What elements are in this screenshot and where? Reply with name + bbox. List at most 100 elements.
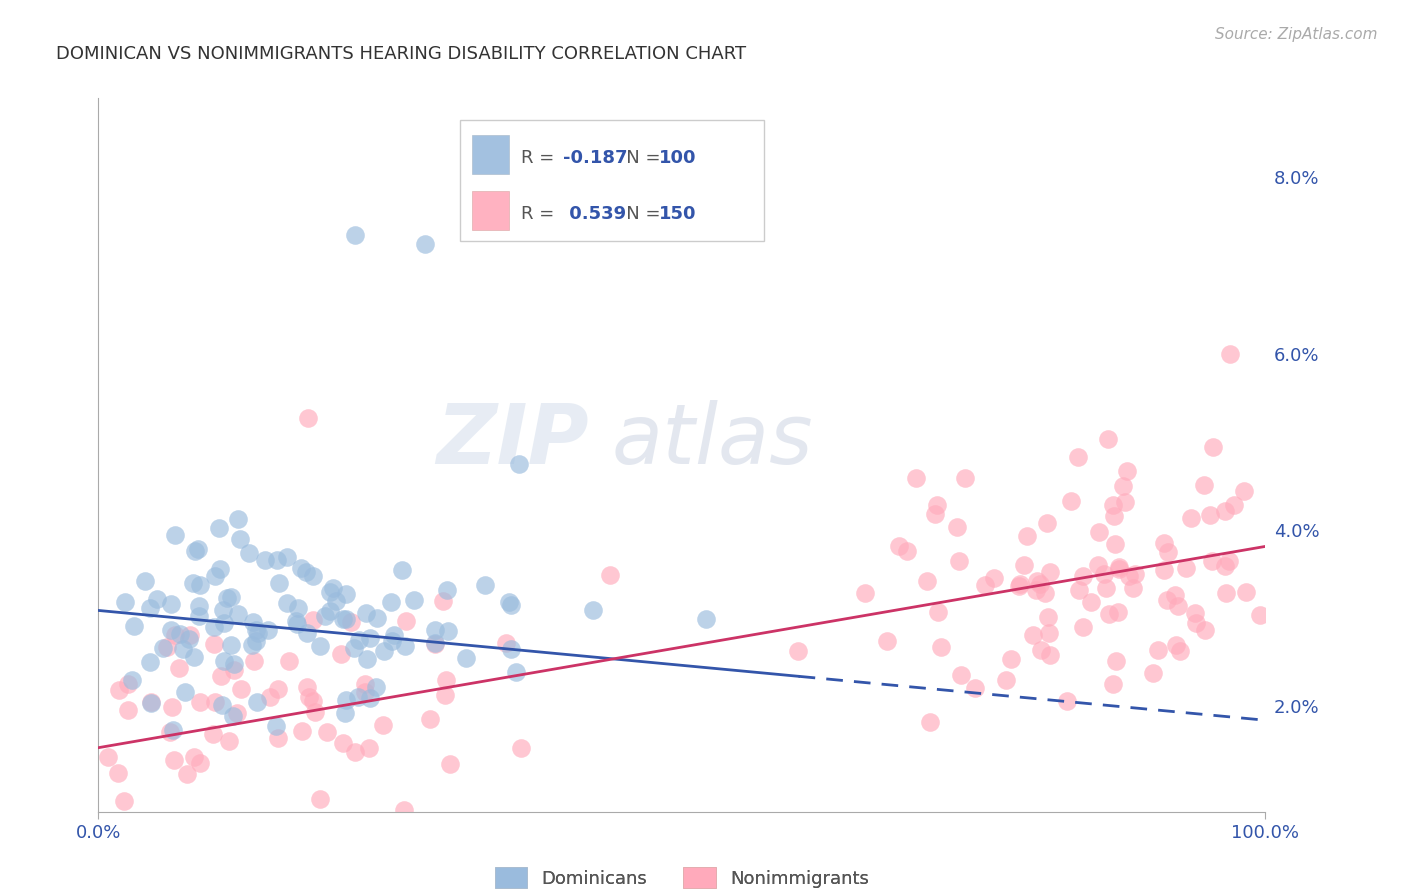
Point: [1218, 575, 1240, 590]
Point: [558, 725, 581, 739]
Point: [354, 553, 377, 567]
Point: [425, 600, 447, 615]
Text: N =: N =: [609, 149, 666, 168]
Point: [439, 623, 461, 637]
Point: [1204, 545, 1226, 559]
Point: [1108, 596, 1130, 610]
Point: [312, 681, 335, 695]
Point: [627, 592, 650, 607]
Point: [449, 554, 471, 568]
Point: [1098, 549, 1121, 564]
Point: [343, 641, 366, 656]
Point: [1112, 492, 1135, 507]
Point: [405, 232, 427, 246]
Text: 150: 150: [658, 205, 696, 223]
Point: [470, 241, 492, 255]
Point: [1045, 631, 1067, 645]
Point: [333, 566, 356, 581]
Point: [1189, 595, 1212, 609]
Point: [240, 615, 263, 630]
Point: [643, 558, 665, 573]
Point: [294, 691, 316, 706]
Point: [1122, 474, 1144, 488]
Point: [1189, 606, 1212, 620]
Point: [361, 677, 384, 691]
Point: [384, 571, 406, 585]
Point: [912, 531, 935, 545]
Point: [375, 599, 398, 613]
Point: [1170, 578, 1192, 592]
Point: [478, 624, 501, 639]
Point: [1038, 616, 1060, 631]
Point: [418, 725, 440, 739]
Point: [1116, 594, 1139, 608]
Point: [408, 622, 430, 636]
Point: [969, 546, 991, 560]
Point: [966, 513, 988, 527]
Point: [378, 710, 401, 724]
Point: [290, 695, 312, 709]
Point: [188, 585, 211, 599]
Point: [1160, 554, 1182, 568]
Point: [1125, 458, 1147, 473]
Point: [489, 574, 512, 588]
Point: [295, 506, 318, 520]
Point: [489, 660, 512, 674]
Point: [311, 641, 333, 656]
Point: [297, 524, 319, 538]
Point: [1132, 558, 1154, 573]
Point: [1154, 631, 1177, 645]
Point: [1053, 636, 1076, 650]
Point: [1099, 517, 1122, 532]
Point: [295, 597, 318, 611]
Point: [288, 580, 311, 594]
Point: [1173, 589, 1195, 603]
Point: [291, 645, 314, 659]
Point: [291, 650, 314, 665]
Point: [450, 627, 472, 641]
Point: [1202, 501, 1225, 516]
Text: 0.539: 0.539: [562, 205, 626, 223]
Point: [1040, 573, 1063, 587]
Point: [1130, 571, 1153, 585]
Point: [208, 565, 231, 579]
Point: [371, 627, 394, 641]
Point: [488, 674, 510, 689]
Point: [360, 409, 382, 423]
Point: [191, 664, 214, 678]
Point: [195, 660, 218, 674]
Point: [340, 585, 363, 599]
Text: N =: N =: [609, 205, 666, 223]
Point: [366, 680, 388, 694]
Point: [232, 612, 254, 626]
Point: [460, 583, 482, 598]
Point: [952, 629, 974, 643]
Point: [526, 568, 548, 582]
Point: [478, 612, 501, 626]
Point: [1216, 498, 1239, 512]
Point: [198, 608, 221, 623]
Point: [229, 628, 252, 642]
Point: [946, 500, 969, 515]
Point: [305, 538, 328, 552]
Point: [232, 710, 254, 724]
Point: [249, 805, 271, 819]
Point: [188, 776, 211, 790]
Point: [1164, 537, 1187, 551]
Point: [235, 707, 257, 722]
Point: [1084, 609, 1107, 624]
Point: [314, 615, 336, 629]
Point: [550, 588, 572, 602]
Point: [430, 703, 453, 717]
Point: [214, 682, 236, 697]
Point: [413, 665, 436, 679]
Text: R =: R =: [520, 149, 560, 168]
Point: [212, 642, 235, 657]
Point: [1159, 529, 1181, 543]
Point: [1053, 615, 1076, 629]
Point: [277, 514, 299, 528]
Point: [312, 623, 335, 637]
Point: [330, 705, 353, 719]
Point: [405, 730, 427, 744]
Point: [1080, 446, 1102, 460]
